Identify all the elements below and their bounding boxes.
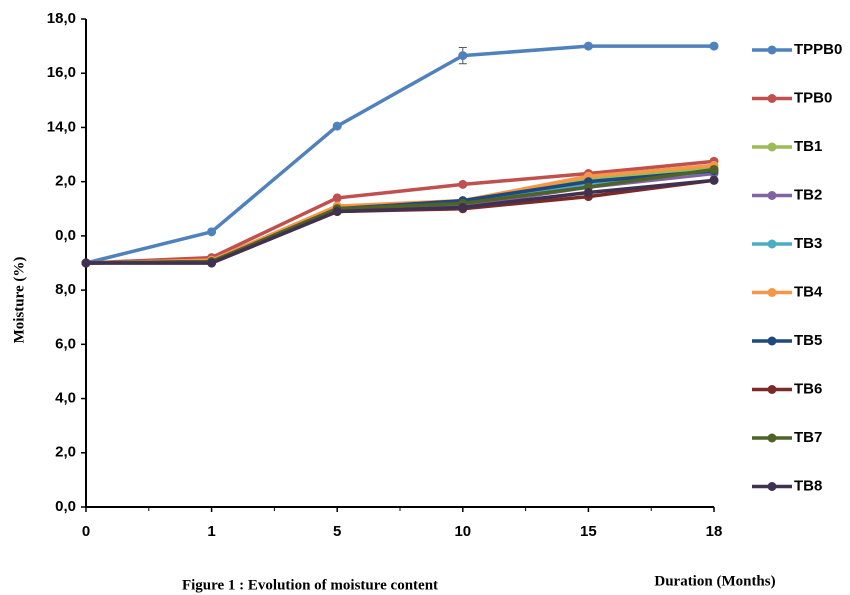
legend-label: TB5 <box>794 332 822 349</box>
data-point <box>332 206 342 216</box>
data-point <box>458 51 468 61</box>
y-tick-label: 4,0 <box>55 390 76 407</box>
series-line <box>85 167 715 265</box>
y-tick-label: 16,0 <box>47 64 76 81</box>
data-point <box>332 121 342 131</box>
x-tick-label: 1 <box>207 523 215 540</box>
legend-marker <box>767 191 777 200</box>
data-point <box>81 258 91 268</box>
data-point <box>458 179 468 189</box>
y-tick-label: 6,0 <box>55 335 76 352</box>
x-tick-label: 15 <box>580 523 597 540</box>
legend-marker <box>767 94 777 103</box>
legend-marker <box>767 239 777 249</box>
legend-label: TB7 <box>794 429 822 446</box>
legend-marker <box>767 142 777 152</box>
y-tick-label: 18,0 <box>47 10 76 27</box>
y-axis-label: Moisture (%) <box>11 257 27 344</box>
data-point <box>709 164 719 174</box>
legend-label: TB4 <box>794 283 823 300</box>
data-point <box>583 41 593 51</box>
series-line <box>85 171 715 265</box>
data-point <box>207 258 217 268</box>
legend-label: TB3 <box>794 235 822 252</box>
series-line <box>85 159 715 265</box>
x-tick-label: 5 <box>333 523 341 540</box>
legend-label: TPPB0 <box>794 41 842 58</box>
y-tick-label: 2,0 <box>55 173 76 190</box>
caption: Figure 1 : Evolution of moisture content <box>182 577 438 593</box>
data-point <box>583 188 593 198</box>
legend-marker <box>767 45 777 55</box>
y-tick-label: 8,0 <box>55 281 76 298</box>
data-point <box>458 202 468 212</box>
legend-label: TB1 <box>794 138 822 155</box>
y-tick-label: 0,0 <box>55 498 76 515</box>
series-line <box>85 44 714 265</box>
data-point <box>709 175 719 185</box>
y-tick-label: 14,0 <box>47 118 76 135</box>
data-point <box>709 41 719 51</box>
data-point <box>207 227 217 237</box>
legend-label: TPB0 <box>794 89 832 106</box>
y-tick-label: 0,0 <box>55 227 76 244</box>
data-point <box>332 193 342 203</box>
legend-label: TB8 <box>794 477 822 494</box>
legend-label: TB2 <box>794 186 822 203</box>
legend-marker <box>767 433 777 443</box>
legend-marker <box>767 336 777 346</box>
x-tick-label: 18 <box>706 523 723 540</box>
x-tick-label: 10 <box>454 523 471 540</box>
x-axis-label: Duration (Months) <box>654 573 775 589</box>
legend-label: TB6 <box>794 380 822 397</box>
x-tick-label: 0 <box>82 523 90 540</box>
legend-marker <box>767 482 777 491</box>
y-tick-label: 2,0 <box>55 444 76 461</box>
series-line <box>86 178 715 265</box>
legend-marker <box>767 385 777 394</box>
legend-marker <box>767 288 777 297</box>
